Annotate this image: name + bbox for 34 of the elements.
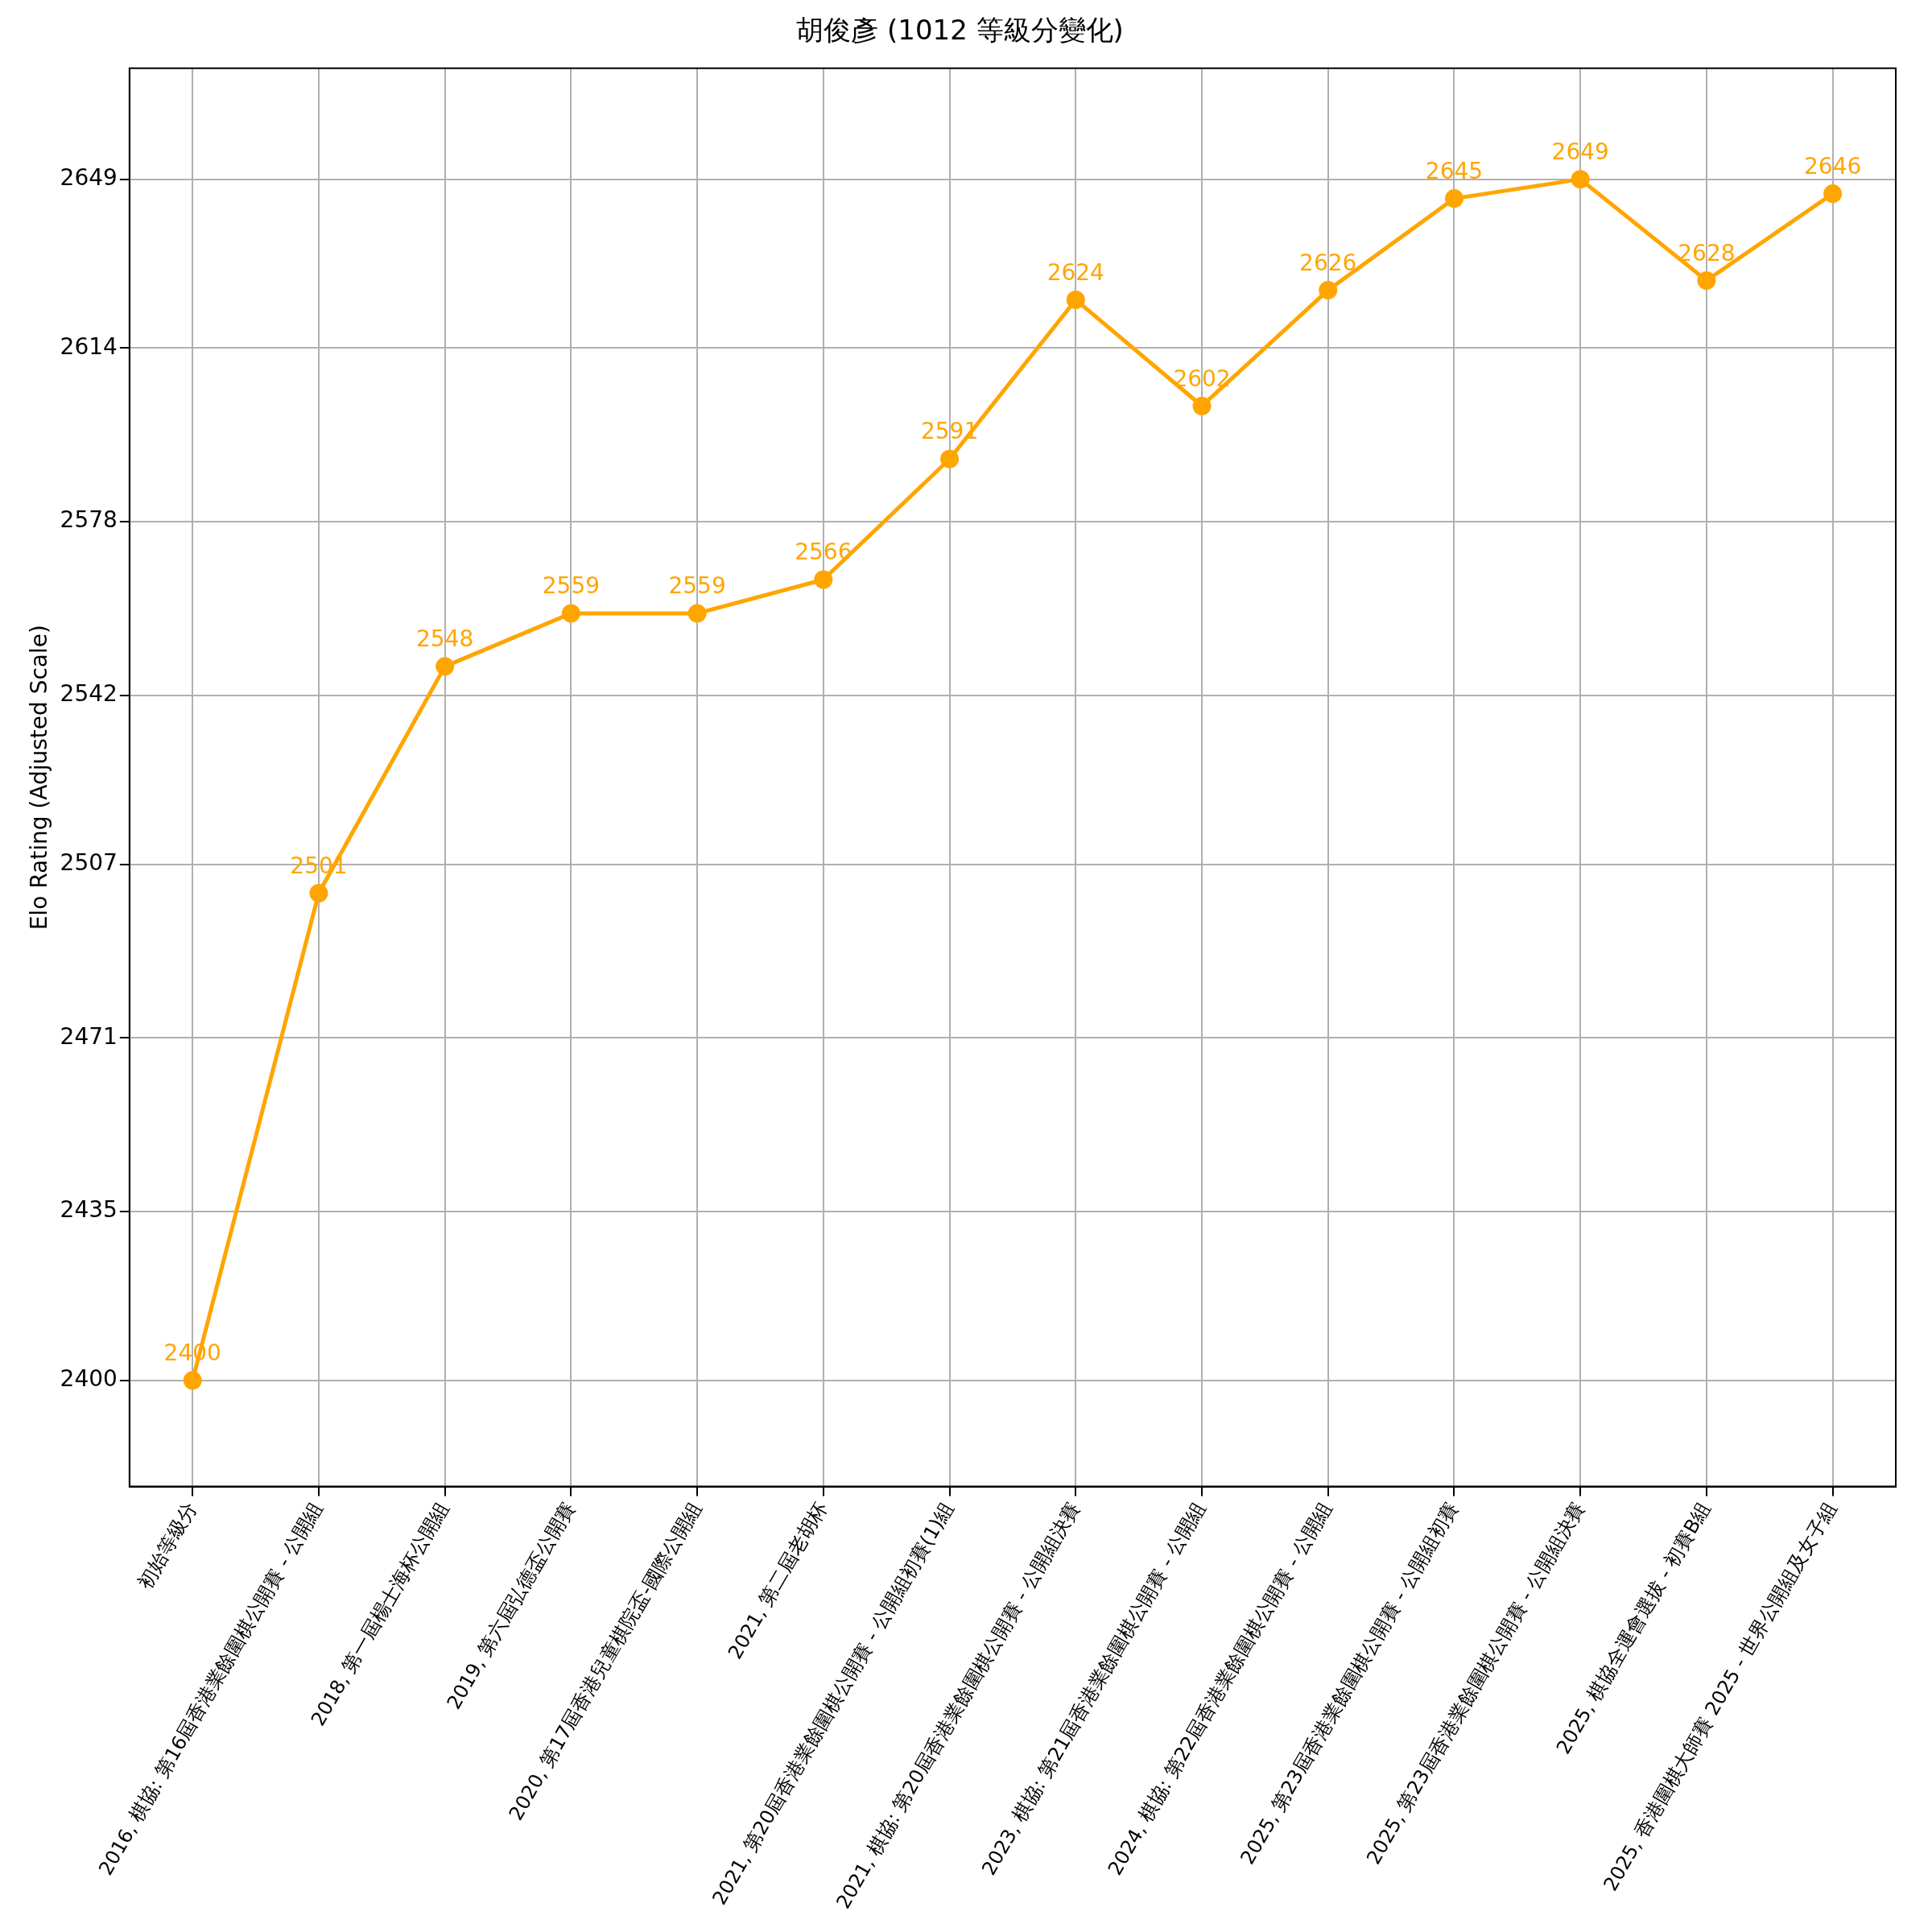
- data-label: 2646: [1804, 152, 1862, 180]
- y-tick-label: 2614: [60, 332, 118, 360]
- point: [436, 657, 455, 676]
- point: [1697, 270, 1716, 290]
- y-tick-label: 2542: [60, 680, 118, 708]
- y-tick-label: 2578: [60, 506, 118, 534]
- y-tick-label: 2507: [60, 848, 118, 876]
- point: [1571, 170, 1590, 189]
- y-axis-title: Elo Rating (Adjusted Scale): [26, 625, 53, 931]
- point: [940, 449, 960, 469]
- data-label: 2649: [1551, 138, 1609, 165]
- data-label: 2624: [1046, 258, 1104, 286]
- x-tick-label: 初始等級分: [133, 1497, 201, 1593]
- data-label: 2626: [1299, 249, 1357, 276]
- chart-title: 胡俊彥 (1012 等級分變化): [796, 14, 1124, 47]
- point: [309, 884, 328, 903]
- point: [1192, 396, 1212, 415]
- point: [1823, 184, 1843, 204]
- data-label: 2645: [1425, 157, 1484, 184]
- y-tick-label: 2400: [60, 1365, 118, 1393]
- data-label: 2548: [416, 625, 474, 653]
- point: [814, 570, 833, 589]
- point: [561, 604, 580, 623]
- y-tick-label: 2435: [60, 1196, 118, 1224]
- point: [687, 604, 707, 623]
- point: [1319, 280, 1338, 299]
- point: [1444, 189, 1463, 208]
- data-label: 2628: [1678, 239, 1736, 266]
- data-label: 2559: [542, 572, 601, 600]
- point: [183, 1371, 202, 1390]
- y-tick-label: 2649: [60, 163, 118, 191]
- data-label: 2559: [668, 572, 726, 600]
- point: [1066, 290, 1085, 309]
- y-tick-label: 2471: [60, 1022, 118, 1050]
